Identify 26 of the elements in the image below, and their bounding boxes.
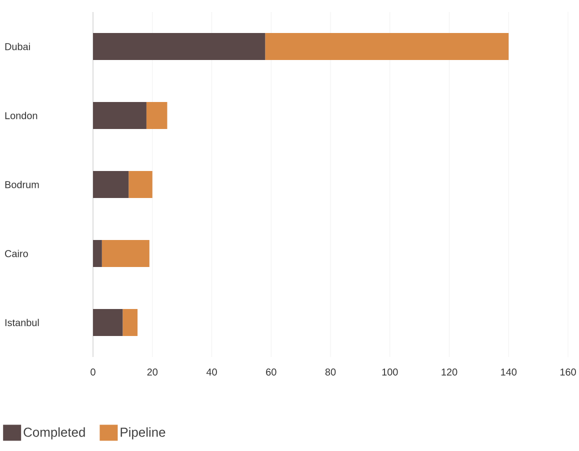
x-tick-label: 20: [147, 368, 158, 376]
y-tick-label: London: [5, 112, 38, 120]
y-tick-label: Bodrum: [5, 180, 39, 188]
bar: [146, 102, 168, 130]
legend-label: Completed: [24, 427, 85, 440]
bar: [93, 309, 123, 336]
x-tick-label: 60: [266, 368, 276, 376]
bar: [128, 171, 152, 198]
x-tick-label: 0: [90, 368, 96, 376]
bar: [265, 33, 509, 60]
y-tick-label: Dubai: [5, 42, 30, 50]
y-tick-label: Cairo: [5, 250, 28, 258]
x-tick-label: 40: [206, 368, 217, 376]
y-tick-label: Istanbul: [5, 318, 39, 326]
bar: [93, 240, 102, 268]
bar: [122, 309, 138, 336]
x-tick-label: 140: [501, 368, 517, 376]
bar: [93, 171, 129, 198]
x-tick-label: 100: [382, 368, 398, 376]
x-tick-label: 120: [442, 368, 458, 376]
legend-label: Pipeline: [120, 427, 166, 440]
bar: [93, 33, 266, 60]
bar: [102, 240, 150, 268]
x-tick-label: 80: [325, 368, 336, 376]
x-tick-label: 160: [560, 368, 576, 376]
bar: [93, 102, 146, 130]
